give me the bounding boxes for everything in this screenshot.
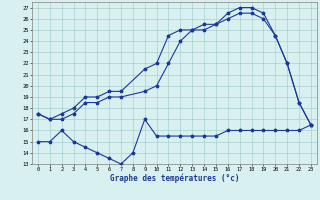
X-axis label: Graphe des températures (°c): Graphe des températures (°c) [110,173,239,183]
